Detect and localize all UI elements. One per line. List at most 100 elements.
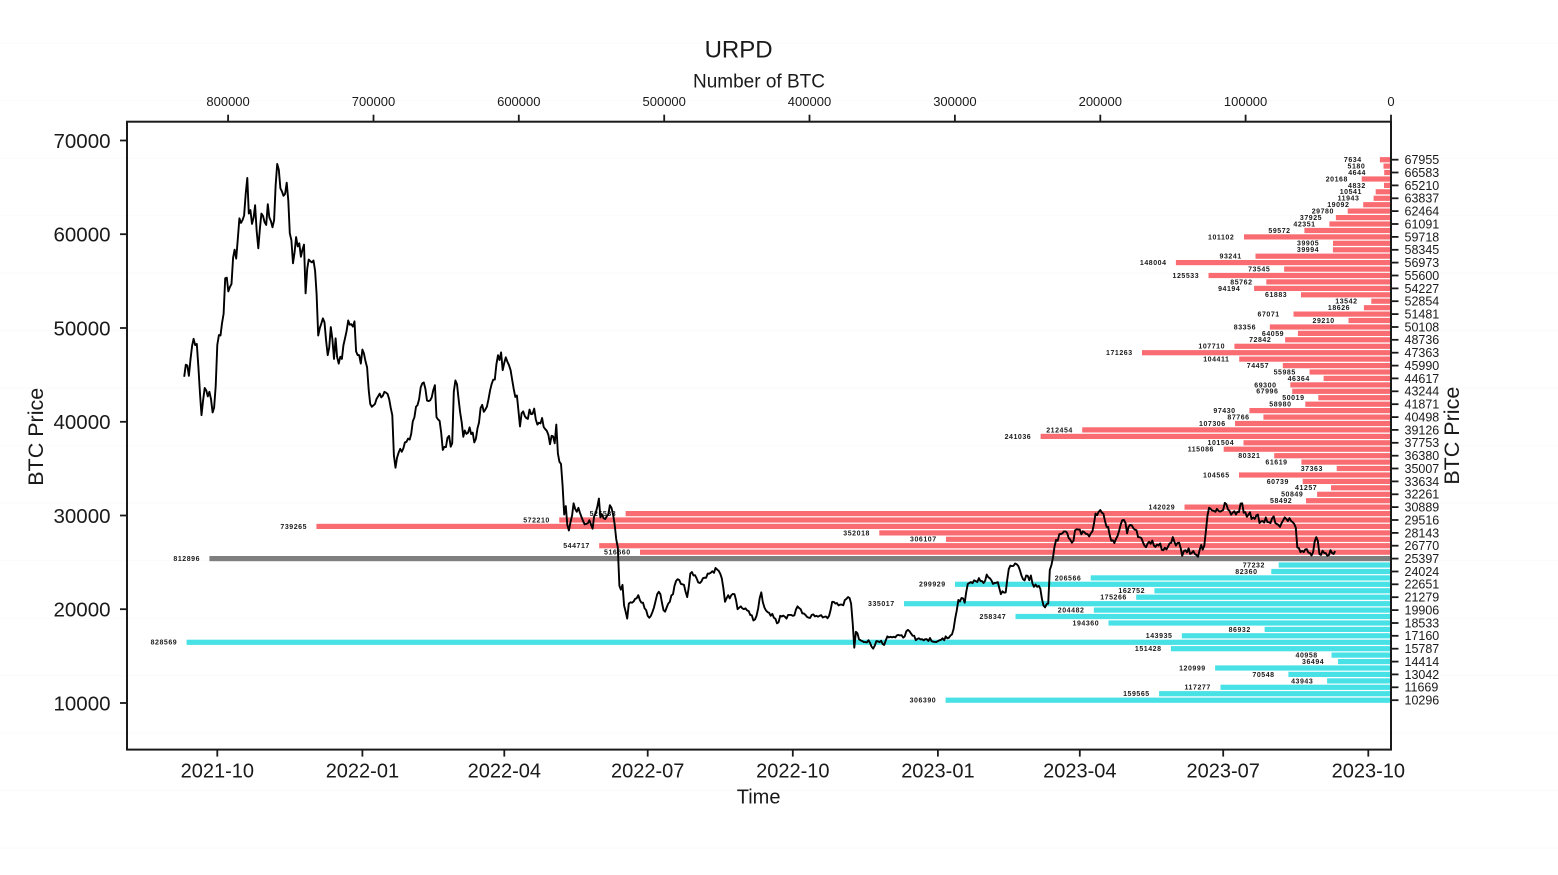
- svg-text:25397: 25397: [1405, 552, 1440, 566]
- svg-text:200000: 200000: [1079, 94, 1122, 109]
- svg-text:2021-10: 2021-10: [181, 760, 254, 782]
- svg-text:151428: 151428: [1135, 646, 1162, 653]
- svg-text:52854: 52854: [1405, 295, 1440, 309]
- svg-text:148004: 148004: [1140, 260, 1167, 267]
- svg-text:10296: 10296: [1405, 694, 1440, 708]
- svg-text:21279: 21279: [1405, 591, 1440, 605]
- svg-text:300000: 300000: [933, 94, 976, 109]
- svg-text:516660: 516660: [604, 550, 631, 557]
- svg-text:40498: 40498: [1405, 411, 1440, 425]
- svg-text:212454: 212454: [1046, 427, 1073, 434]
- svg-text:87766: 87766: [1227, 415, 1249, 422]
- svg-text:4832: 4832: [1348, 183, 1366, 190]
- svg-text:45990: 45990: [1405, 359, 1440, 373]
- svg-text:82360: 82360: [1235, 569, 1257, 576]
- svg-text:739265: 739265: [280, 524, 307, 531]
- svg-text:37753: 37753: [1405, 436, 1440, 450]
- svg-text:29210: 29210: [1313, 318, 1335, 325]
- svg-text:28143: 28143: [1405, 526, 1440, 540]
- svg-text:62464: 62464: [1405, 205, 1440, 219]
- svg-text:58980: 58980: [1269, 402, 1291, 409]
- svg-text:143935: 143935: [1146, 633, 1173, 640]
- svg-text:36494: 36494: [1302, 659, 1324, 666]
- svg-text:77232: 77232: [1243, 562, 1265, 569]
- svg-text:40000: 40000: [53, 411, 110, 434]
- svg-text:800000: 800000: [206, 94, 249, 109]
- svg-text:544717: 544717: [563, 543, 590, 550]
- svg-text:55985: 55985: [1274, 369, 1296, 376]
- svg-text:13042: 13042: [1405, 668, 1440, 682]
- svg-text:22651: 22651: [1405, 578, 1440, 592]
- svg-text:101504: 101504: [1208, 440, 1235, 447]
- svg-text:37925: 37925: [1300, 215, 1322, 222]
- svg-text:500000: 500000: [643, 94, 686, 109]
- svg-text:11943: 11943: [1338, 196, 1360, 203]
- svg-text:828569: 828569: [151, 640, 178, 647]
- svg-text:115086: 115086: [1188, 447, 1214, 454]
- svg-text:67996: 67996: [1256, 389, 1278, 396]
- svg-text:400000: 400000: [788, 94, 831, 109]
- svg-text:204482: 204482: [1058, 608, 1085, 615]
- svg-text:24024: 24024: [1405, 565, 1440, 579]
- svg-text:54227: 54227: [1405, 282, 1440, 296]
- svg-text:50849: 50849: [1281, 492, 1303, 499]
- svg-text:104411: 104411: [1203, 357, 1229, 364]
- svg-text:572210: 572210: [523, 517, 550, 524]
- svg-text:97430: 97430: [1213, 408, 1235, 415]
- svg-text:69300: 69300: [1254, 382, 1276, 389]
- svg-text:41871: 41871: [1405, 398, 1440, 412]
- svg-text:159565: 159565: [1123, 691, 1150, 698]
- svg-text:70548: 70548: [1252, 672, 1274, 679]
- svg-text:70000: 70000: [53, 130, 110, 153]
- svg-text:50000: 50000: [53, 317, 110, 340]
- svg-text:600000: 600000: [497, 94, 540, 109]
- svg-text:61883: 61883: [1265, 292, 1287, 299]
- svg-text:59718: 59718: [1405, 230, 1440, 244]
- svg-text:43943: 43943: [1291, 678, 1313, 685]
- svg-text:Number of BTC: Number of BTC: [693, 71, 825, 92]
- svg-text:64059: 64059: [1262, 331, 1284, 338]
- svg-text:67955: 67955: [1405, 153, 1440, 167]
- svg-text:BTC Price: BTC Price: [1440, 387, 1464, 485]
- svg-text:125533: 125533: [1173, 273, 1200, 280]
- svg-text:2023-10: 2023-10: [1332, 760, 1405, 782]
- svg-text:107710: 107710: [1198, 344, 1225, 351]
- svg-text:39126: 39126: [1405, 423, 1440, 437]
- svg-text:46364: 46364: [1288, 376, 1310, 383]
- svg-text:47363: 47363: [1405, 346, 1440, 360]
- svg-text:26770: 26770: [1405, 539, 1440, 553]
- svg-text:48736: 48736: [1405, 333, 1440, 347]
- svg-text:352018: 352018: [843, 530, 870, 537]
- svg-text:18533: 18533: [1405, 616, 1440, 630]
- svg-text:59572: 59572: [1268, 228, 1290, 235]
- svg-text:2022-04: 2022-04: [468, 760, 541, 782]
- svg-text:72842: 72842: [1249, 337, 1271, 344]
- svg-text:42351: 42351: [1293, 221, 1315, 228]
- svg-text:812896: 812896: [173, 556, 200, 563]
- svg-text:61619: 61619: [1265, 460, 1287, 467]
- svg-text:93241: 93241: [1220, 254, 1242, 261]
- svg-text:13542: 13542: [1335, 299, 1357, 306]
- svg-text:175266: 175266: [1100, 595, 1127, 602]
- svg-text:15787: 15787: [1405, 642, 1440, 656]
- svg-text:40958: 40958: [1296, 653, 1318, 660]
- svg-text:19906: 19906: [1405, 604, 1440, 618]
- svg-text:30000: 30000: [53, 505, 110, 528]
- svg-text:39905: 39905: [1297, 241, 1319, 248]
- svg-text:194360: 194360: [1073, 620, 1100, 627]
- svg-text:94194: 94194: [1218, 286, 1240, 293]
- svg-text:30889: 30889: [1405, 501, 1440, 515]
- svg-text:60000: 60000: [53, 224, 110, 247]
- svg-text:2022-07: 2022-07: [611, 760, 684, 782]
- svg-text:61091: 61091: [1405, 217, 1440, 231]
- svg-text:29780: 29780: [1312, 209, 1334, 216]
- svg-text:117277: 117277: [1185, 685, 1211, 692]
- svg-text:206566: 206566: [1055, 575, 1082, 582]
- svg-text:11669: 11669: [1405, 681, 1439, 695]
- svg-text:BTC Price: BTC Price: [24, 388, 48, 486]
- svg-text:258347: 258347: [980, 614, 1007, 621]
- svg-text:73545: 73545: [1248, 267, 1270, 274]
- svg-text:41257: 41257: [1295, 485, 1317, 492]
- svg-text:241036: 241036: [1005, 434, 1032, 441]
- svg-text:142029: 142029: [1149, 505, 1176, 512]
